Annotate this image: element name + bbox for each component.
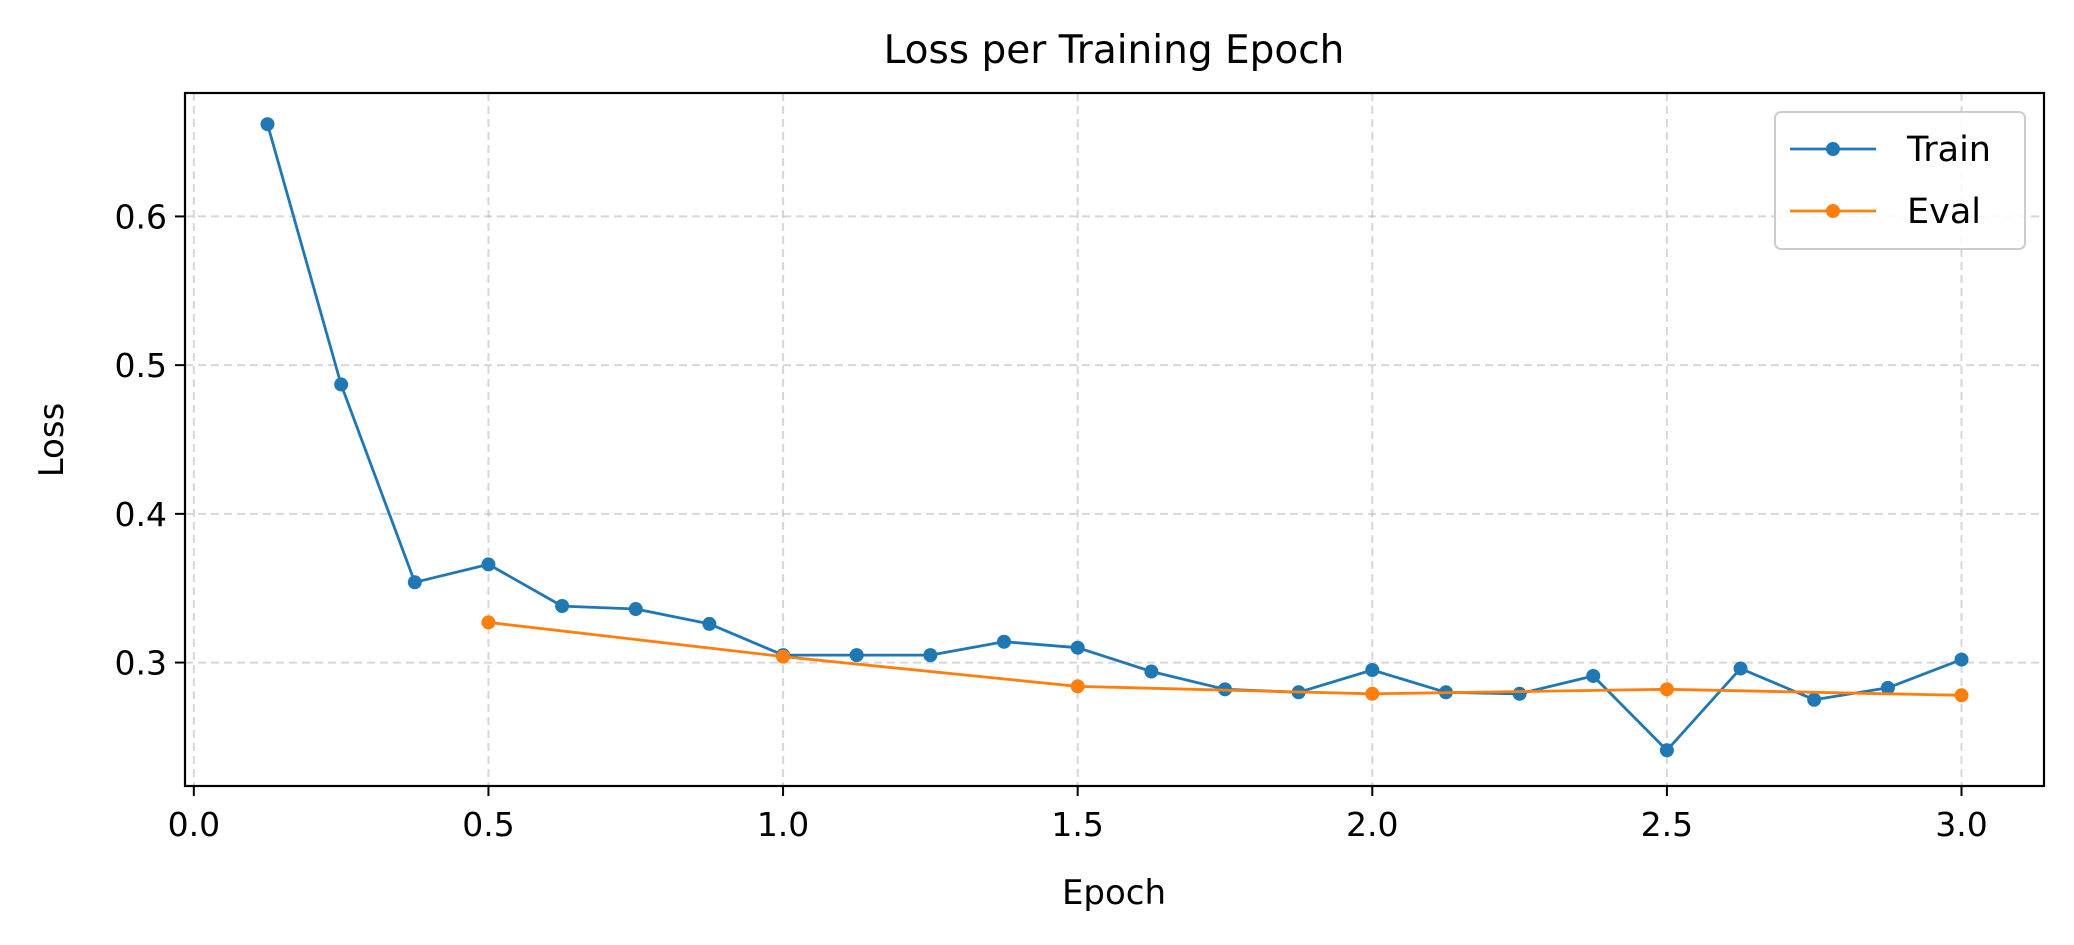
series-layer [260, 117, 1969, 758]
y-axis-ticks: 0.3 0.4 0.5 0.6 [115, 197, 185, 683]
x-tick-label: 0.5 [462, 805, 514, 844]
train-data-point [1365, 663, 1380, 678]
y-tick-label: 0.4 [115, 495, 167, 534]
y-tick-label: 0.5 [115, 346, 167, 385]
x-tick-label: 0.0 [168, 805, 220, 844]
train-data-point [1512, 686, 1527, 701]
train-series-line [266, 123, 1963, 752]
train-data-point [555, 599, 570, 614]
eval-data-point [481, 615, 496, 630]
x-tick-label: 1.5 [1051, 805, 1103, 844]
x-tick-label: 2.5 [1641, 805, 1693, 844]
train-data-point [1144, 664, 1159, 679]
train-data-point [923, 648, 938, 663]
eval-data-point [1365, 686, 1380, 701]
eval-series-line [488, 621, 1962, 697]
legend-eval-label: Eval [1907, 192, 1981, 232]
x-axis-ticks: 0.0 0.5 1.0 1.5 2.0 2.5 3.0 [168, 786, 1988, 844]
train-data-point [481, 557, 496, 572]
plot-frame [183, 91, 2046, 788]
y-tick-label: 0.6 [115, 197, 167, 236]
x-tick-label: 3.0 [1935, 805, 1987, 844]
train-data-point [1880, 680, 1895, 695]
train-data-point [260, 117, 275, 132]
x-tick-label: 1.0 [757, 805, 809, 844]
train-data-point [628, 602, 643, 617]
train-data-point [1733, 661, 1748, 676]
eval-data-point [1954, 688, 1969, 703]
y-axis-label: Loss [32, 403, 72, 478]
train-data-point [1954, 652, 1969, 667]
chart-title: Loss per Training Epoch [884, 28, 1345, 73]
legend-eval-marker [1826, 204, 1840, 218]
eval-data-point [776, 649, 791, 664]
train-data-point [702, 616, 717, 631]
x-axis-label: Epoch [1062, 873, 1166, 913]
legend-train-label: Train [1906, 130, 1991, 170]
train-data-point [1659, 743, 1674, 758]
x-tick-label: 2.0 [1346, 805, 1398, 844]
y-tick-label: 0.3 [115, 644, 167, 683]
legend: Train Eval [1774, 111, 2026, 250]
train-data-point [849, 648, 864, 663]
eval-data-point [1070, 679, 1085, 694]
grid-lines [185, 93, 2044, 786]
train-data-point [1586, 668, 1601, 683]
train-data-point [1807, 692, 1822, 707]
train-data-point [997, 634, 1012, 649]
eval-data-point [1659, 682, 1674, 697]
train-data-point [407, 575, 422, 590]
legend-train-marker [1826, 142, 1840, 156]
train-data-point [1070, 640, 1085, 655]
train-data-point [334, 377, 349, 392]
